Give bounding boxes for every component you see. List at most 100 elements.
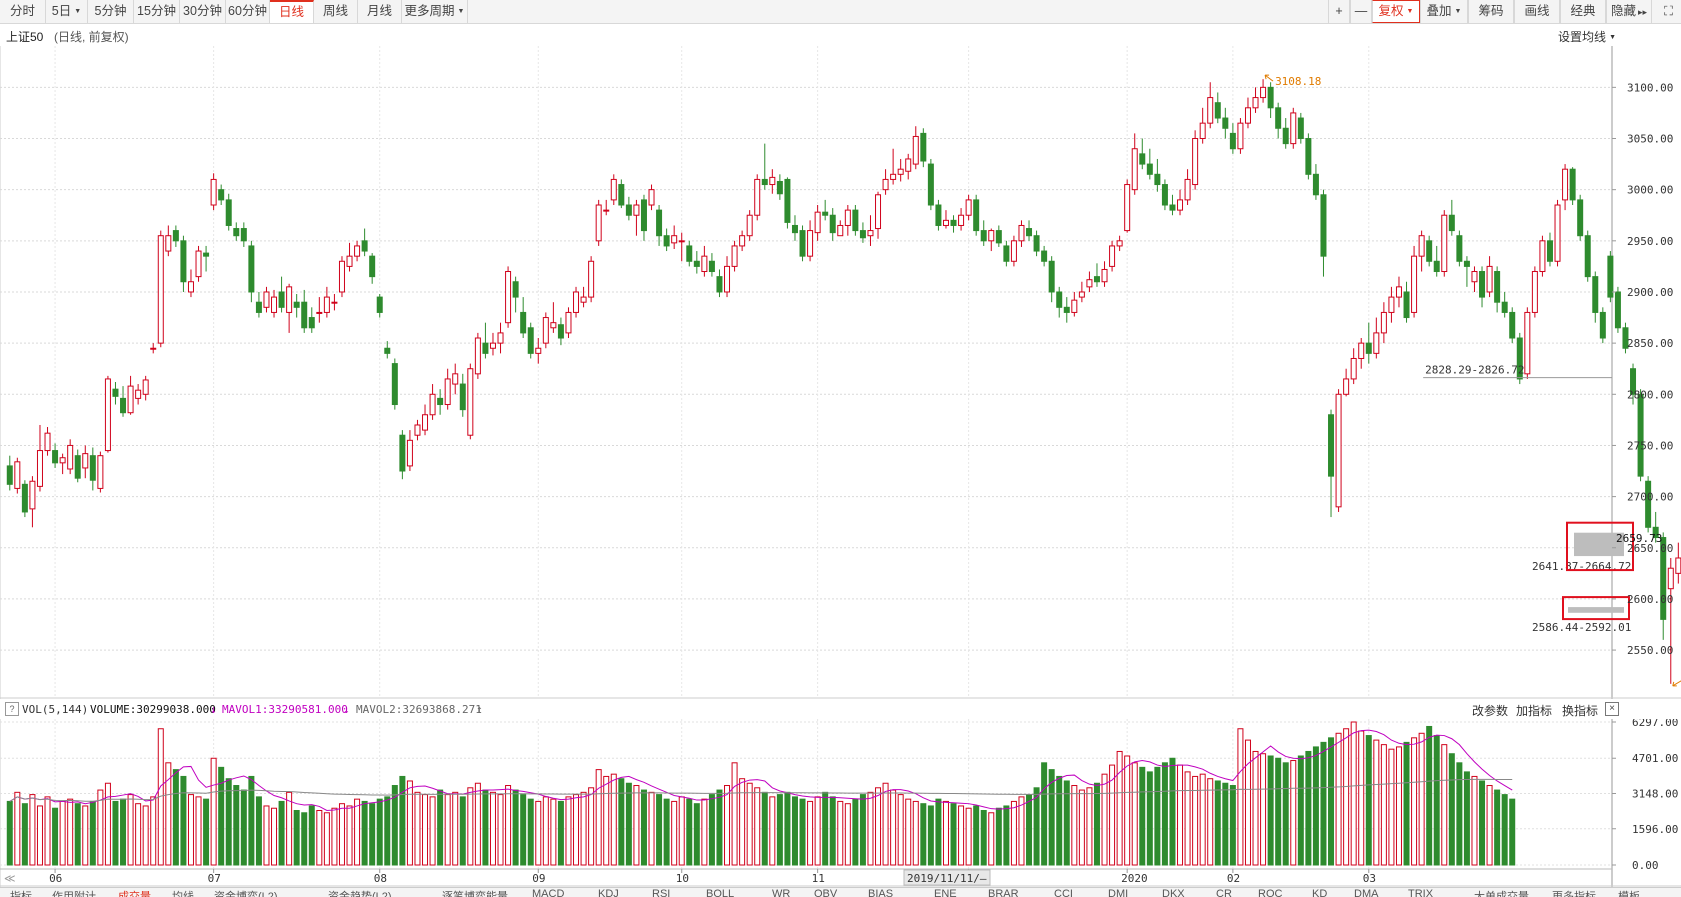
candle[interactable] (542, 312, 549, 349)
candle[interactable] (693, 251, 700, 274)
candle[interactable] (1675, 542, 1681, 584)
indicator-tab-15[interactable]: BRAR (988, 888, 1019, 897)
candle[interactable] (535, 338, 542, 364)
candle[interactable] (1177, 189, 1184, 216)
swap-indicator-button[interactable]: 换指标 (1562, 704, 1599, 718)
candle[interactable] (1418, 230, 1425, 272)
indicator-tab-26[interactable]: 模板 (1618, 891, 1640, 897)
candle[interactable] (950, 215, 957, 233)
candle[interactable] (822, 199, 829, 221)
candle[interactable] (1554, 199, 1561, 267)
candle[interactable] (588, 256, 595, 303)
candle[interactable] (557, 317, 564, 346)
candle[interactable] (1426, 235, 1433, 267)
candle[interactable] (482, 322, 489, 359)
candle[interactable] (1282, 118, 1289, 149)
candle[interactable] (1018, 220, 1025, 247)
candle[interactable] (135, 384, 142, 405)
candle[interactable] (1614, 286, 1621, 333)
candle[interactable] (497, 322, 504, 354)
candle[interactable] (1380, 302, 1387, 344)
indicator-tab-5[interactable]: 资金趋势(L2) (328, 891, 392, 897)
candle[interactable] (1192, 130, 1199, 190)
candle[interactable] (1546, 232, 1553, 267)
candle[interactable] (1305, 133, 1312, 180)
candle[interactable] (97, 451, 104, 493)
indicator-tab-13[interactable]: BIAS (868, 888, 894, 897)
indicator-tab-8[interactable]: KDJ (598, 888, 619, 897)
candle[interactable] (21, 480, 28, 518)
indicator-tab-0[interactable]: 指标 (10, 891, 32, 897)
candle[interactable] (648, 184, 655, 211)
candle[interactable] (1328, 409, 1335, 518)
candle[interactable] (1003, 240, 1010, 267)
period-tab-8[interactable]: 月线 (358, 0, 402, 23)
candle[interactable] (1539, 235, 1546, 277)
candle[interactable] (1056, 286, 1063, 318)
candle[interactable] (1199, 107, 1206, 144)
candle[interactable] (89, 447, 96, 491)
candle[interactable] (1592, 271, 1599, 323)
candle[interactable] (52, 443, 59, 468)
candle[interactable] (1033, 230, 1040, 257)
candle[interactable] (920, 128, 927, 168)
candle[interactable] (1350, 348, 1357, 385)
candle[interactable] (897, 158, 904, 182)
candle[interactable] (1411, 245, 1418, 318)
candle[interactable] (761, 143, 768, 190)
indicator-tab-20[interactable]: ROC (1258, 888, 1283, 897)
candle[interactable] (172, 225, 179, 247)
candle[interactable] (240, 222, 247, 247)
candle[interactable] (1599, 307, 1606, 344)
candle[interactable] (1048, 256, 1055, 303)
candle[interactable] (1169, 194, 1176, 216)
period-tab-4[interactable]: 30分钟 (180, 0, 226, 23)
candle[interactable] (1531, 266, 1538, 318)
period-tab-3[interactable]: 15分钟 (134, 0, 180, 23)
candle[interactable] (731, 240, 738, 272)
toolbar-button-2[interactable]: 复权 ▼ (1372, 0, 1420, 23)
candle[interactable] (701, 245, 708, 277)
candle[interactable] (1501, 291, 1508, 318)
candle[interactable] (912, 126, 919, 170)
candle[interactable] (882, 169, 889, 195)
candle[interactable] (1010, 235, 1017, 267)
candle[interactable] (474, 332, 481, 379)
candle[interactable] (1645, 476, 1652, 533)
candle[interactable] (1637, 389, 1644, 482)
candle[interactable] (1524, 307, 1531, 379)
candle[interactable] (399, 430, 406, 480)
candle[interactable] (225, 193, 232, 231)
candle[interactable] (1660, 532, 1667, 640)
candle[interactable] (316, 297, 323, 323)
candle[interactable] (82, 445, 89, 479)
candle[interactable] (1026, 220, 1033, 241)
candle[interactable] (459, 373, 466, 417)
candle[interactable] (293, 294, 300, 318)
candle[interactable] (1063, 297, 1070, 323)
candle[interactable] (1395, 276, 1402, 308)
candle[interactable] (875, 191, 882, 239)
period-tab-2[interactable]: 5分钟 (88, 0, 134, 23)
candle[interactable] (754, 174, 761, 221)
indicator-tab-17[interactable]: DMI (1108, 888, 1129, 897)
candle[interactable] (1479, 266, 1486, 308)
candle[interactable] (203, 245, 210, 272)
candle[interactable] (1109, 240, 1116, 272)
candle[interactable] (1433, 245, 1440, 277)
candle[interactable] (271, 289, 278, 318)
period-tab-1[interactable]: 5日 ▼ (46, 0, 88, 23)
period-tab-0[interactable]: 分时 (0, 0, 46, 23)
candle[interactable] (489, 332, 496, 356)
candle[interactable] (1471, 266, 1478, 292)
candle[interactable] (1244, 97, 1251, 129)
candle[interactable] (1041, 245, 1048, 267)
candle[interactable] (1312, 164, 1319, 200)
candle[interactable] (724, 256, 731, 298)
candle[interactable] (565, 307, 572, 339)
indicator-tab-21[interactable]: KD (1312, 888, 1328, 897)
candle[interactable] (867, 215, 874, 246)
change-params-button[interactable]: 改参数 (1472, 704, 1509, 718)
candle[interactable] (142, 375, 149, 401)
period-tab-7[interactable]: 周线 (314, 0, 358, 23)
